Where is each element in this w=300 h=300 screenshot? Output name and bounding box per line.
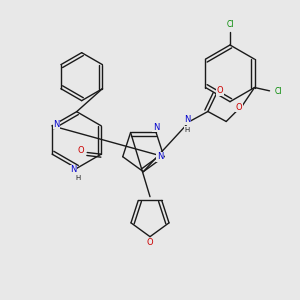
Text: H: H (184, 127, 190, 133)
Text: O: O (236, 103, 242, 112)
Text: Cl: Cl (226, 20, 234, 29)
Text: O: O (147, 238, 153, 247)
Text: O: O (217, 86, 224, 95)
Text: N: N (157, 152, 163, 161)
Text: N: N (53, 120, 59, 129)
Text: H: H (76, 175, 81, 181)
Text: O: O (78, 146, 85, 155)
Text: N: N (184, 115, 190, 124)
Text: N: N (153, 123, 159, 132)
Text: Cl: Cl (275, 87, 282, 96)
Text: N: N (70, 166, 76, 175)
